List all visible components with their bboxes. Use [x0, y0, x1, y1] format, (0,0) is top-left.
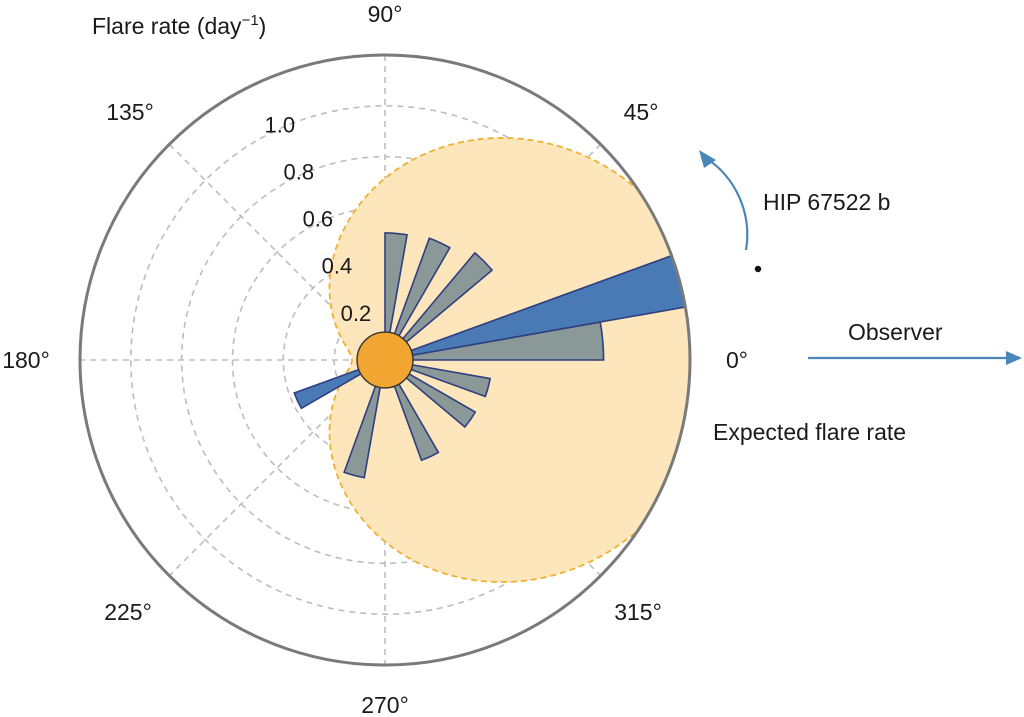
- angle-tick-label-270: 270°: [361, 692, 409, 717]
- radial-tick-label-2: 0.6: [303, 207, 334, 232]
- radial-tick-label-4: 1.0: [264, 112, 295, 137]
- angle-tick-label-180: 180°: [2, 347, 50, 373]
- radial-axis-label: Flare rate (day−1): [92, 12, 266, 39]
- angle-tick-labels: 0° 45° 90° 135° 180° 225° 270° 315°: [2, 1, 748, 717]
- flare-bar-6: [343, 359, 386, 479]
- expected-rate-label: Expected flare rate: [713, 419, 906, 445]
- angle-tick-label-90: 90°: [368, 1, 403, 27]
- polar-frame: [78, 53, 692, 667]
- radial-tick-label-1: 0.4: [322, 254, 353, 279]
- planet-orbit-arrow-icon: [705, 157, 749, 251]
- observer-label: Observer: [848, 319, 943, 345]
- angle-tick-label-45: 45°: [624, 99, 659, 125]
- flare-bar-2: [384, 251, 494, 361]
- angle-tick-label-315: 315°: [614, 599, 662, 625]
- angle-tick-label-0: 0°: [726, 347, 748, 373]
- radial-tick-label-0: 0.2: [341, 301, 372, 326]
- planet-label: HIP 67522 b: [763, 189, 890, 215]
- flare-bar-1: [384, 245, 690, 361]
- observer-arrowhead-icon: [1006, 351, 1022, 365]
- planet-dot: [754, 265, 762, 273]
- radial-tick-labels: 0.2 0.4 0.6 0.8 1.0: [264, 112, 371, 326]
- radial-axis-label-exponent: −1: [242, 12, 259, 29]
- radial-tick-label-3: 0.8: [284, 159, 315, 184]
- center-marker: [356, 331, 414, 389]
- flare-bar-3: [384, 237, 451, 361]
- outer-frame-circle: [78, 53, 692, 667]
- flare-bar-4: [384, 232, 408, 361]
- angle-tick-label-225: 225°: [104, 599, 152, 625]
- center-expected-minimum: [356, 331, 414, 389]
- angle-tick-label-135: 135°: [106, 99, 154, 125]
- planet-orbit-arrowhead-icon: [699, 150, 716, 168]
